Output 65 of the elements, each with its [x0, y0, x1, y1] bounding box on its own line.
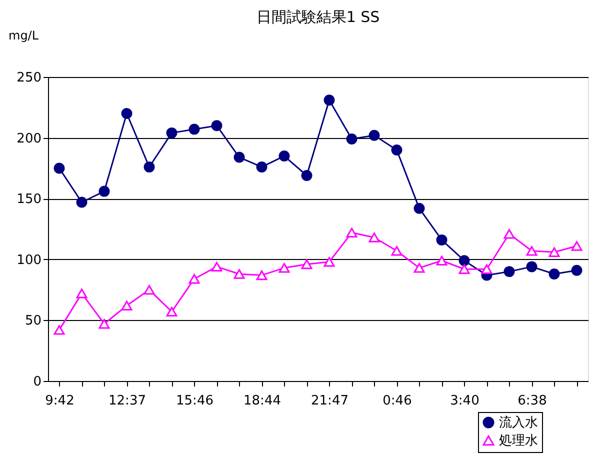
x-tick-label: 6:38 — [518, 394, 547, 408]
point — [144, 284, 155, 295]
point — [324, 256, 335, 267]
point — [368, 130, 380, 141]
point — [98, 186, 110, 197]
x-tick-label: 9:42 — [45, 394, 74, 408]
point — [54, 162, 65, 174]
point — [76, 288, 88, 298]
point — [504, 229, 515, 239]
point — [436, 256, 448, 266]
point — [414, 263, 425, 273]
point — [188, 274, 200, 284]
point — [211, 120, 222, 132]
point — [504, 266, 515, 278]
point — [526, 261, 538, 272]
point — [278, 150, 290, 162]
point — [368, 232, 380, 242]
y-axis-title: mg/L — [8, 28, 39, 42]
point — [324, 94, 335, 106]
point — [121, 108, 132, 119]
point — [548, 247, 560, 257]
point — [144, 162, 155, 172]
point — [234, 152, 245, 163]
y-tick-label: 50 — [24, 314, 42, 329]
chart-title: 日間試験結果1 SS — [256, 8, 380, 26]
x-tick-label: 15:46 — [176, 394, 214, 408]
point — [76, 196, 88, 208]
y-tick-label: 100 — [16, 252, 42, 268]
point — [121, 300, 132, 310]
point — [391, 144, 402, 156]
point — [256, 270, 268, 280]
point — [278, 263, 290, 273]
x-tick-label: 0:46 — [382, 394, 412, 408]
point — [391, 246, 402, 256]
point — [571, 264, 582, 276]
point — [234, 269, 245, 279]
point — [301, 170, 312, 181]
point — [458, 255, 470, 266]
point — [166, 127, 178, 138]
y-tick-label: 250 — [16, 70, 42, 86]
point — [436, 234, 448, 246]
x-tick-label: 3:40 — [450, 394, 480, 408]
legend-label: 処理水 — [499, 434, 538, 448]
point — [54, 325, 65, 335]
point — [211, 262, 222, 272]
point — [301, 259, 312, 270]
point — [166, 306, 178, 317]
point — [526, 246, 538, 256]
point — [548, 268, 560, 280]
point — [458, 264, 470, 274]
point — [98, 318, 110, 329]
legend-label: 流入水 — [499, 414, 538, 430]
point — [188, 124, 200, 135]
point — [571, 241, 582, 251]
x-tick-label: 12:37 — [108, 394, 146, 408]
x-tick-label: 21:47 — [311, 394, 348, 408]
point — [414, 202, 425, 214]
y-tick-label: 150 — [16, 192, 42, 208]
point — [481, 264, 492, 274]
y-tick-label: 200 — [16, 131, 42, 146]
point — [256, 162, 268, 172]
x-tick-label: 18:44 — [244, 394, 281, 408]
point — [346, 228, 358, 238]
point — [346, 134, 358, 144]
y-tick-label: 0 — [33, 374, 42, 390]
